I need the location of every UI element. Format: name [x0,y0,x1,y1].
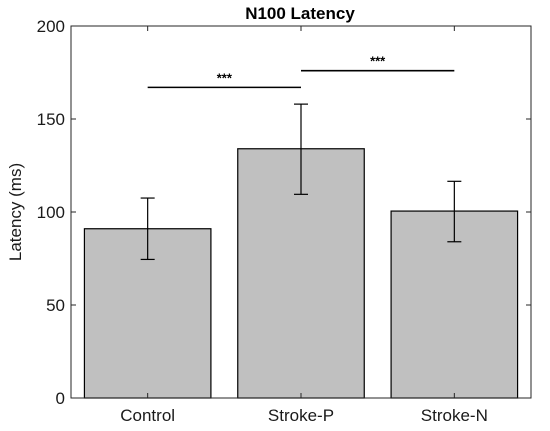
significance-label: *** [370,54,386,69]
y-tick-label: 50 [46,296,65,315]
y-axis-label: Latency (ms) [6,163,25,261]
significance-label: *** [217,70,233,85]
y-tick-label: 0 [56,389,65,408]
x-tick-label: Stroke-N [421,406,488,425]
y-tick-label: 100 [37,203,65,222]
y-tick-label: 150 [37,110,65,129]
y-tick-label: 200 [37,17,65,36]
chart-title: N100 Latency [245,4,355,23]
plot-area: 0 50 100 150 200 Control Stroke-P Stroke-N *** **… [37,17,532,425]
x-tick-label: Control [120,406,175,425]
x-tick-label: Stroke-P [268,406,334,425]
